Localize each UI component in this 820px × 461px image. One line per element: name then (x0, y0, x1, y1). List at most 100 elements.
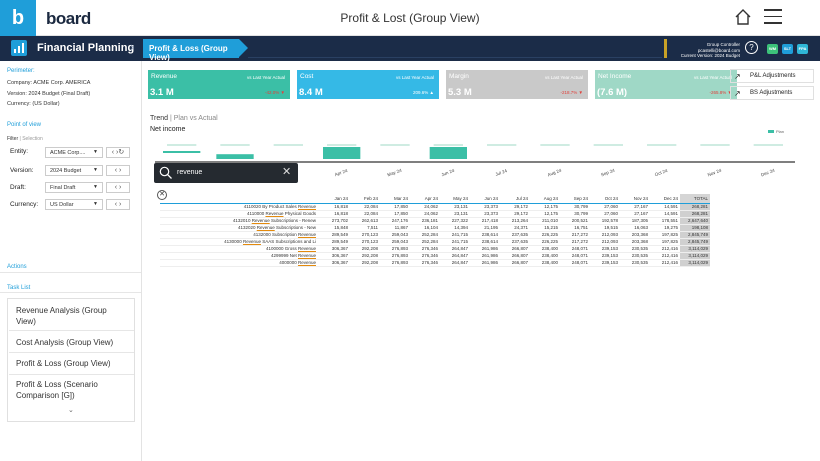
value-cell[interactable]: 212,416 (650, 252, 680, 260)
value-cell[interactable]: 16,818 (320, 210, 350, 218)
value-cell[interactable]: 24,371 (500, 224, 530, 232)
value-cell[interactable]: 211,010 (530, 217, 560, 225)
value-cell[interactable]: 23,131 (440, 203, 470, 211)
value-cell[interactable]: 203,368 (620, 231, 650, 239)
pov-entity-select[interactable]: ACME Corp.... ▼ (45, 147, 103, 158)
value-cell[interactable]: 24,062 (410, 203, 440, 211)
value-cell[interactable]: 273,702 (320, 217, 350, 225)
value-cell[interactable]: 29,172 (500, 203, 530, 211)
value-cell[interactable]: 27,167 (620, 203, 650, 211)
value-cell[interactable]: 24,062 (410, 210, 440, 218)
value-cell[interactable]: 264,847 (440, 245, 470, 253)
value-cell[interactable]: 247,176 (380, 217, 410, 225)
total-cell[interactable]: 2,845,749 (680, 231, 710, 239)
table-row[interactable]: 4299999 Net Revenue 306,367 292,208 276,893… (160, 252, 710, 260)
pov-currency-select[interactable]: US Dollar ▼ (45, 199, 103, 210)
value-cell[interactable]: 276,346 (410, 259, 440, 267)
value-cell[interactable]: 238,400 (530, 252, 560, 260)
chevron-down-icon[interactable]: ⌄ (68, 407, 74, 414)
value-cell[interactable]: 27,060 (590, 203, 620, 211)
value-cell[interactable]: 19,515 (590, 224, 620, 232)
value-cell[interactable]: 276,346 (410, 245, 440, 253)
value-cell[interactable]: 29,172 (500, 210, 530, 218)
kpi-cost[interactable]: Cost vs Last Year Actual 8.4 M 209.6% ▲ (297, 70, 439, 99)
value-cell[interactable]: 17,850 (380, 210, 410, 218)
value-cell[interactable]: 22,084 (350, 203, 380, 211)
value-cell[interactable]: 259,043 (380, 231, 410, 239)
value-cell[interactable]: 266,807 (500, 245, 530, 253)
value-cell[interactable]: 306,367 (320, 259, 350, 267)
value-cell[interactable]: 289,549 (320, 238, 350, 246)
home-icon[interactable] (734, 8, 752, 26)
value-cell[interactable]: 292,208 (350, 252, 380, 260)
value-cell[interactable]: 16,751 (560, 224, 590, 232)
value-cell[interactable]: 23,373 (470, 210, 500, 218)
pov-version-nav[interactable]: ‹ › (106, 165, 130, 176)
value-cell[interactable]: 22,084 (350, 210, 380, 218)
value-cell[interactable]: 259,043 (380, 238, 410, 246)
value-cell[interactable]: 187,305 (620, 217, 650, 225)
table-header-month[interactable]: Mar 24 (380, 194, 410, 204)
chip-wm[interactable]: WM (767, 44, 778, 54)
table-header-month[interactable]: Jul 24 (500, 194, 530, 204)
total-cell[interactable]: 3,114,029 (680, 245, 710, 253)
value-cell[interactable]: 226,225 (530, 238, 560, 246)
table-header-month[interactable]: Aug 24 (530, 194, 560, 204)
table-header-total[interactable]: TOTAL (680, 194, 710, 204)
value-cell[interactable]: 237,635 (500, 238, 530, 246)
value-cell[interactable]: 226,225 (530, 231, 560, 239)
value-cell[interactable]: 16,104 (410, 224, 440, 232)
table-header-month[interactable]: Jun 24 (470, 194, 500, 204)
value-cell[interactable]: 23,373 (470, 203, 500, 211)
chart-bar[interactable] (163, 151, 201, 153)
value-cell[interactable]: 239,153 (590, 245, 620, 253)
value-cell[interactable]: 248,071 (560, 259, 590, 267)
pov-currency-nav[interactable]: ‹ › (106, 199, 130, 210)
value-cell[interactable]: 236,181 (410, 217, 440, 225)
tab-plan-vs-actual[interactable]: Plan vs Actual (173, 115, 218, 122)
value-cell[interactable]: 212,416 (650, 245, 680, 253)
value-cell[interactable]: 217,418 (470, 217, 500, 225)
board-logo-icon[interactable]: b (0, 0, 36, 36)
value-cell[interactable]: 261,986 (470, 252, 500, 260)
close-icon[interactable]: ✕ (282, 166, 292, 178)
value-cell[interactable]: 12,175 (530, 210, 560, 218)
value-cell[interactable]: 238,400 (530, 245, 560, 253)
task-revenue-analysis[interactable]: Revenue Analysis (Group View) (16, 306, 107, 326)
value-cell[interactable]: 241,715 (440, 238, 470, 246)
chart-bar[interactable] (323, 147, 361, 159)
hamburger-menu-icon[interactable] (764, 9, 782, 25)
financial-planning-icon[interactable] (11, 40, 27, 56)
value-cell[interactable]: 23,131 (440, 210, 470, 218)
chip-slt[interactable]: SLT (782, 44, 793, 54)
value-cell[interactable]: 27,060 (590, 210, 620, 218)
table-header-month[interactable]: Oct 24 (590, 194, 620, 204)
value-cell[interactable]: 261,986 (470, 259, 500, 267)
help-icon[interactable]: ? (745, 41, 758, 54)
search-box[interactable]: revenue ✕ (154, 163, 298, 183)
value-cell[interactable]: 212,093 (590, 231, 620, 239)
value-cell[interactable]: 292,208 (350, 245, 380, 253)
table-row[interactable]: 4132000 Subscription Revenue 289,549 270,1… (160, 231, 710, 239)
value-cell[interactable]: 197,825 (650, 231, 680, 239)
pov-draft-select[interactable]: Final Draft ▼ (45, 182, 103, 193)
value-cell[interactable]: 227,322 (440, 217, 470, 225)
value-cell[interactable]: 306,367 (320, 252, 350, 260)
value-cell[interactable]: 212,093 (590, 238, 620, 246)
value-cell[interactable]: 266,807 (500, 252, 530, 260)
value-cell[interactable]: 178,551 (650, 217, 680, 225)
nav-current-page[interactable]: Profit & Loss (Group View) (143, 39, 239, 62)
value-cell[interactable]: 27,167 (620, 210, 650, 218)
value-cell[interactable]: 306,367 (320, 245, 350, 253)
value-cell[interactable]: 203,368 (620, 238, 650, 246)
value-cell[interactable]: 14,394 (440, 224, 470, 232)
user-info[interactable]: Group Controller pcastelli@board.com Cur… (664, 39, 740, 58)
value-cell[interactable]: 213,264 (500, 217, 530, 225)
pov-filter-tab[interactable]: Filter (7, 136, 19, 142)
search-input[interactable]: revenue (177, 169, 203, 176)
value-cell[interactable]: 264,847 (440, 259, 470, 267)
value-cell[interactable]: 7,511 (350, 224, 380, 232)
value-cell[interactable]: 266,807 (500, 259, 530, 267)
table-row[interactable]: 4100000 Gross Revenue 306,367 292,208 276,8… (160, 245, 710, 253)
value-cell[interactable]: 238,614 (470, 238, 500, 246)
